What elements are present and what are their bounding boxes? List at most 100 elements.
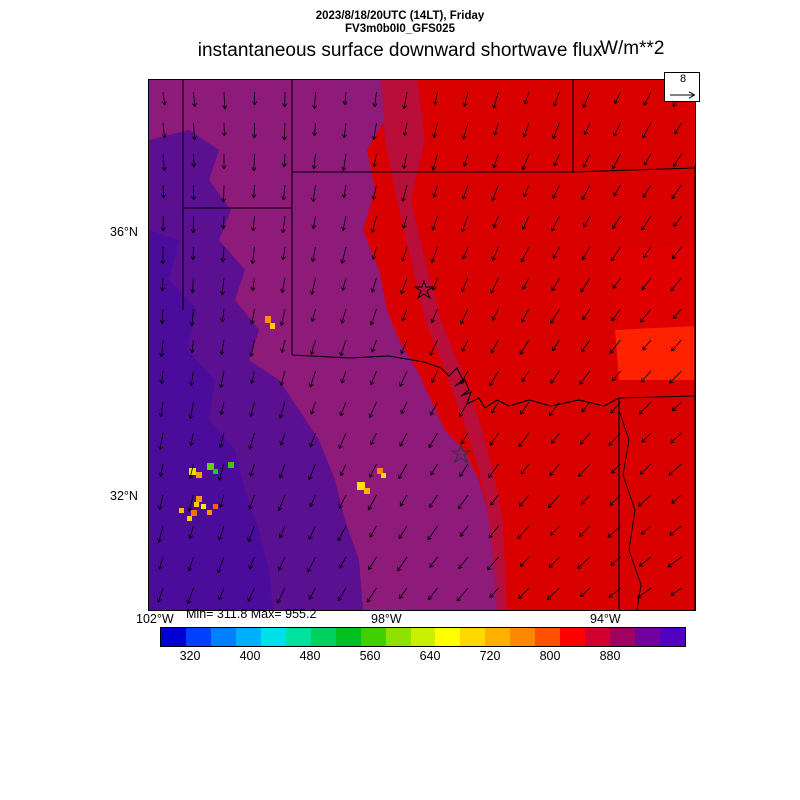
wind-vector [189, 339, 195, 354]
wind-vector [430, 246, 438, 264]
wind-vector [431, 153, 438, 171]
wind-vector [638, 556, 652, 567]
wind-vector [429, 556, 438, 568]
wind-vector [458, 556, 469, 570]
wind-vector [431, 370, 438, 383]
wind-vector [160, 246, 166, 265]
wind-vector [252, 91, 258, 106]
wind-vector [370, 215, 377, 233]
wind-vector [521, 153, 530, 171]
wind-vector [489, 370, 499, 386]
wind-vector [338, 494, 347, 509]
colorbar-tick-label: 800 [539, 649, 561, 663]
wind-vector [279, 308, 286, 326]
wind-vector [369, 463, 377, 478]
wind-vector [643, 91, 652, 106]
wind-vector [582, 91, 591, 108]
wind-vector [398, 463, 408, 480]
wind-vector [637, 494, 652, 507]
colorbar-swatch [410, 628, 436, 646]
wind-vector [523, 91, 530, 105]
colorbar [160, 627, 686, 647]
wind-vector [279, 432, 286, 446]
wind-vector [669, 370, 682, 384]
wind-vector [581, 246, 591, 261]
wind-vector [189, 432, 194, 446]
wind-vector [248, 556, 255, 570]
wind-vector [368, 401, 377, 418]
wind-vector [580, 277, 591, 293]
colorbar-tick-label: 640 [419, 649, 441, 663]
colorbar-swatch [360, 628, 386, 646]
wind-vector [611, 463, 621, 474]
wind-vector [433, 91, 438, 105]
wind-vector [671, 184, 682, 200]
wind-vector [371, 184, 377, 200]
wind-vector [609, 339, 621, 354]
wind-vector [282, 91, 288, 108]
wind-vector [157, 494, 164, 510]
wind-vector [368, 556, 377, 571]
wind-vector [338, 432, 347, 449]
wind-vector [551, 432, 560, 444]
wind-vector [579, 432, 591, 445]
wind-vector [340, 308, 347, 324]
wind-vector [281, 246, 286, 261]
wind-vector [493, 122, 499, 136]
wind-vector [159, 308, 165, 325]
wind-vector [309, 432, 316, 448]
wind-vector [579, 370, 591, 385]
wind-vector [397, 556, 408, 572]
wind-vector [432, 184, 438, 198]
wind-vector [637, 587, 652, 599]
wind-vector [372, 153, 378, 168]
wind-vector [521, 370, 530, 383]
wind-vector [216, 556, 225, 574]
wind-vector [643, 246, 652, 258]
wind-vector [370, 432, 377, 446]
wind-vector [462, 246, 469, 260]
wind-vector [308, 525, 316, 540]
wind-vector [549, 463, 560, 476]
wind-vector [278, 463, 286, 479]
wind-vector [546, 587, 560, 601]
wind-vector [607, 525, 621, 538]
wind-vector [371, 246, 377, 260]
colorbar-swatch [610, 628, 636, 646]
wind-vector [222, 91, 228, 110]
wind-vector [609, 494, 621, 506]
wind-vector [311, 153, 317, 170]
wind-vector [309, 401, 316, 415]
wind-vector [492, 153, 499, 169]
wind-vector [580, 339, 591, 353]
wind-vector [611, 153, 621, 170]
wind-vector [457, 494, 469, 510]
wind-vector [518, 587, 530, 600]
wind-vector [402, 91, 408, 109]
wind-vector [248, 494, 255, 510]
wind-vector [552, 184, 560, 199]
wind-vector [220, 246, 226, 263]
wind-vector [669, 525, 682, 536]
wind-vector [581, 184, 591, 201]
wind-vector [462, 153, 469, 167]
colorbar-tick-label: 480 [299, 649, 321, 663]
wind-vector [583, 215, 591, 228]
wind-vector [250, 308, 255, 325]
lon-label-94w: 94°W [590, 612, 621, 626]
wind-vector [550, 525, 560, 536]
wind-vector [192, 91, 198, 108]
wind-vector [340, 246, 347, 264]
minmax-stats: Min= 311.8 Max= 955.2 [186, 607, 317, 621]
wind-vector [311, 215, 317, 230]
wind-vector [249, 401, 255, 417]
wind-vector [667, 556, 682, 568]
wind-vector [158, 432, 164, 450]
wind-vector [341, 153, 347, 172]
wind-vector [610, 246, 621, 262]
wind-vector [668, 463, 682, 476]
wind-vector [428, 494, 438, 508]
wind-vector [371, 122, 377, 141]
wind-vector [522, 277, 530, 290]
wind-vector [372, 91, 378, 108]
